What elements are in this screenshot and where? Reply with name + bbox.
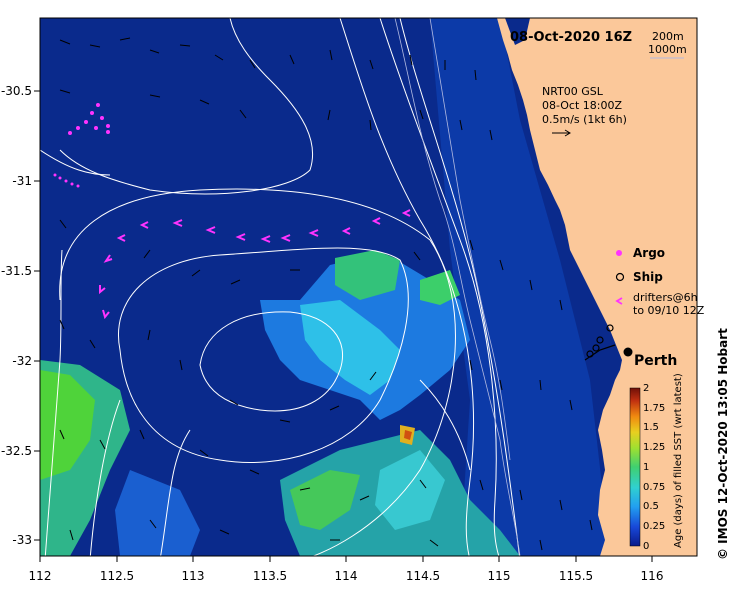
perth-label: Perth	[634, 353, 677, 369]
drifter-legend-label-2: to 09/10 12Z	[633, 304, 705, 317]
perth-marker	[623, 347, 633, 357]
colorbar	[629, 387, 641, 547]
colorbar-tick: 0.75	[643, 482, 665, 493]
colorbar-tick: 2	[643, 383, 649, 394]
depth-contours	[394, 18, 521, 556]
colorbar-tick: 1	[643, 462, 649, 473]
current-time-label: 08-Oct 18:00Z	[542, 99, 622, 112]
sst-patch-south-cyan	[375, 450, 445, 530]
colorbar-tick: 0.25	[643, 521, 665, 532]
colorbar-ticks: 2 1.75 1.5 1.25 1 0.75 0.5 0.25 0	[643, 383, 665, 552]
lon-tick-label: 113	[182, 569, 205, 583]
lat-tick-label: -32.5	[1, 444, 32, 458]
current-scale-arrow	[552, 129, 571, 137]
lat-tick-label: -30.5	[1, 84, 32, 98]
lon-tick-label: 114.5	[406, 569, 440, 583]
ship-track	[584, 324, 616, 361]
lat-tick-label: -33	[12, 533, 32, 547]
colorbar-tick: 1.75	[643, 403, 665, 414]
lon-tick-label: 115.5	[559, 569, 593, 583]
shelf-region	[430, 18, 610, 556]
lat-tick-label: -32	[12, 354, 32, 368]
lon-tick-label: 116	[641, 569, 664, 583]
depth-contour-label-1000: 1000m	[648, 43, 687, 56]
argo-legend-icon	[616, 250, 622, 256]
lon-tick-label: 112	[29, 569, 52, 583]
ship-legend-label: Ship	[633, 270, 663, 284]
argo-floats	[53, 103, 110, 188]
sst-patch-warm-2	[404, 430, 412, 440]
drifter-legend-label-1: drifters@6h	[633, 291, 698, 304]
argo-legend-label: Argo	[633, 246, 665, 260]
ship-legend-icon	[615, 272, 625, 282]
lon-tick-label: 113.5	[253, 569, 287, 583]
lon-tick-label: 114	[335, 569, 358, 583]
lon-tick-label: 112.5	[100, 569, 134, 583]
lat-tick-labels: -30.5 -31 -31.5 -32 -32.5 -33	[1, 84, 32, 547]
credit-label: © IMOS 12-Oct-2020 13:05 Hobart	[716, 328, 730, 560]
sst-patch-green-north	[335, 250, 400, 300]
colorbar-tick: 0.5	[643, 501, 659, 512]
lat-tick-label: -31.5	[1, 264, 32, 278]
current-source-label: NRT00 GSL	[542, 85, 604, 98]
colorbar-tick: 0	[643, 541, 649, 552]
axis-ticks	[34, 90, 653, 562]
current-arrows	[59, 37, 593, 551]
colorbar-tick: 1.25	[643, 442, 665, 453]
drifter-legend-icon	[615, 297, 623, 305]
land-mass	[497, 18, 697, 556]
lon-tick-label: 115	[488, 569, 511, 583]
lat-tick-label: -31	[12, 174, 32, 188]
sst-patch-sw	[115, 470, 200, 556]
sst-patch-green-ne	[420, 270, 460, 305]
plot-frame	[39, 17, 698, 557]
current-scale-label: 0.5m/s (1kt 6h)	[542, 113, 627, 126]
sst-patch-west-green	[40, 370, 95, 480]
colorbar-title: Age (days) of filled SST (wrt latest)	[673, 373, 684, 548]
map-date-label: 08-Oct-2020 16Z	[510, 30, 632, 45]
depth-contour-label-200: 200m	[652, 30, 684, 43]
streamlines	[40, 18, 521, 556]
colorbar-tick: 1.5	[643, 422, 659, 433]
lon-tick-labels: 112 112.5 113 113.5 114 114.5 115 115.5 …	[29, 569, 664, 583]
land-bay	[505, 18, 530, 45]
sst-patch-south-green	[290, 470, 360, 530]
drifter-tracks	[99, 209, 411, 320]
